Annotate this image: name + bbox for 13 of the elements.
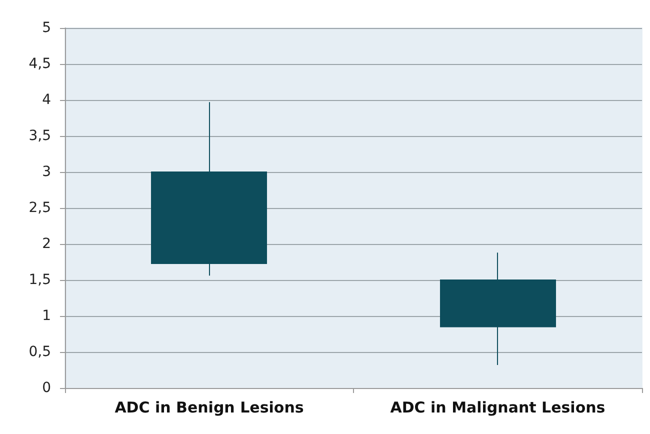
- x-tick-label: ADC in Malignant Lesions: [390, 398, 606, 416]
- x-tick-label: ADC in Benign Lesions: [114, 398, 304, 416]
- y-tick-label: 0: [42, 380, 51, 396]
- y-tick-label: 3,5: [28, 128, 51, 144]
- y-tick-label: 1,5: [28, 272, 51, 288]
- y-tick-label: 5: [42, 20, 51, 36]
- y-tick-label: 0,5: [28, 344, 51, 360]
- y-tick-label: 2,5: [28, 200, 51, 216]
- y-tick-label: 4: [42, 92, 52, 108]
- y-tick-label: 2: [42, 236, 51, 252]
- y-tick-label: 1: [42, 308, 51, 324]
- y-tick-label: 3: [42, 164, 51, 180]
- y-tick-label: 4,5: [28, 56, 51, 72]
